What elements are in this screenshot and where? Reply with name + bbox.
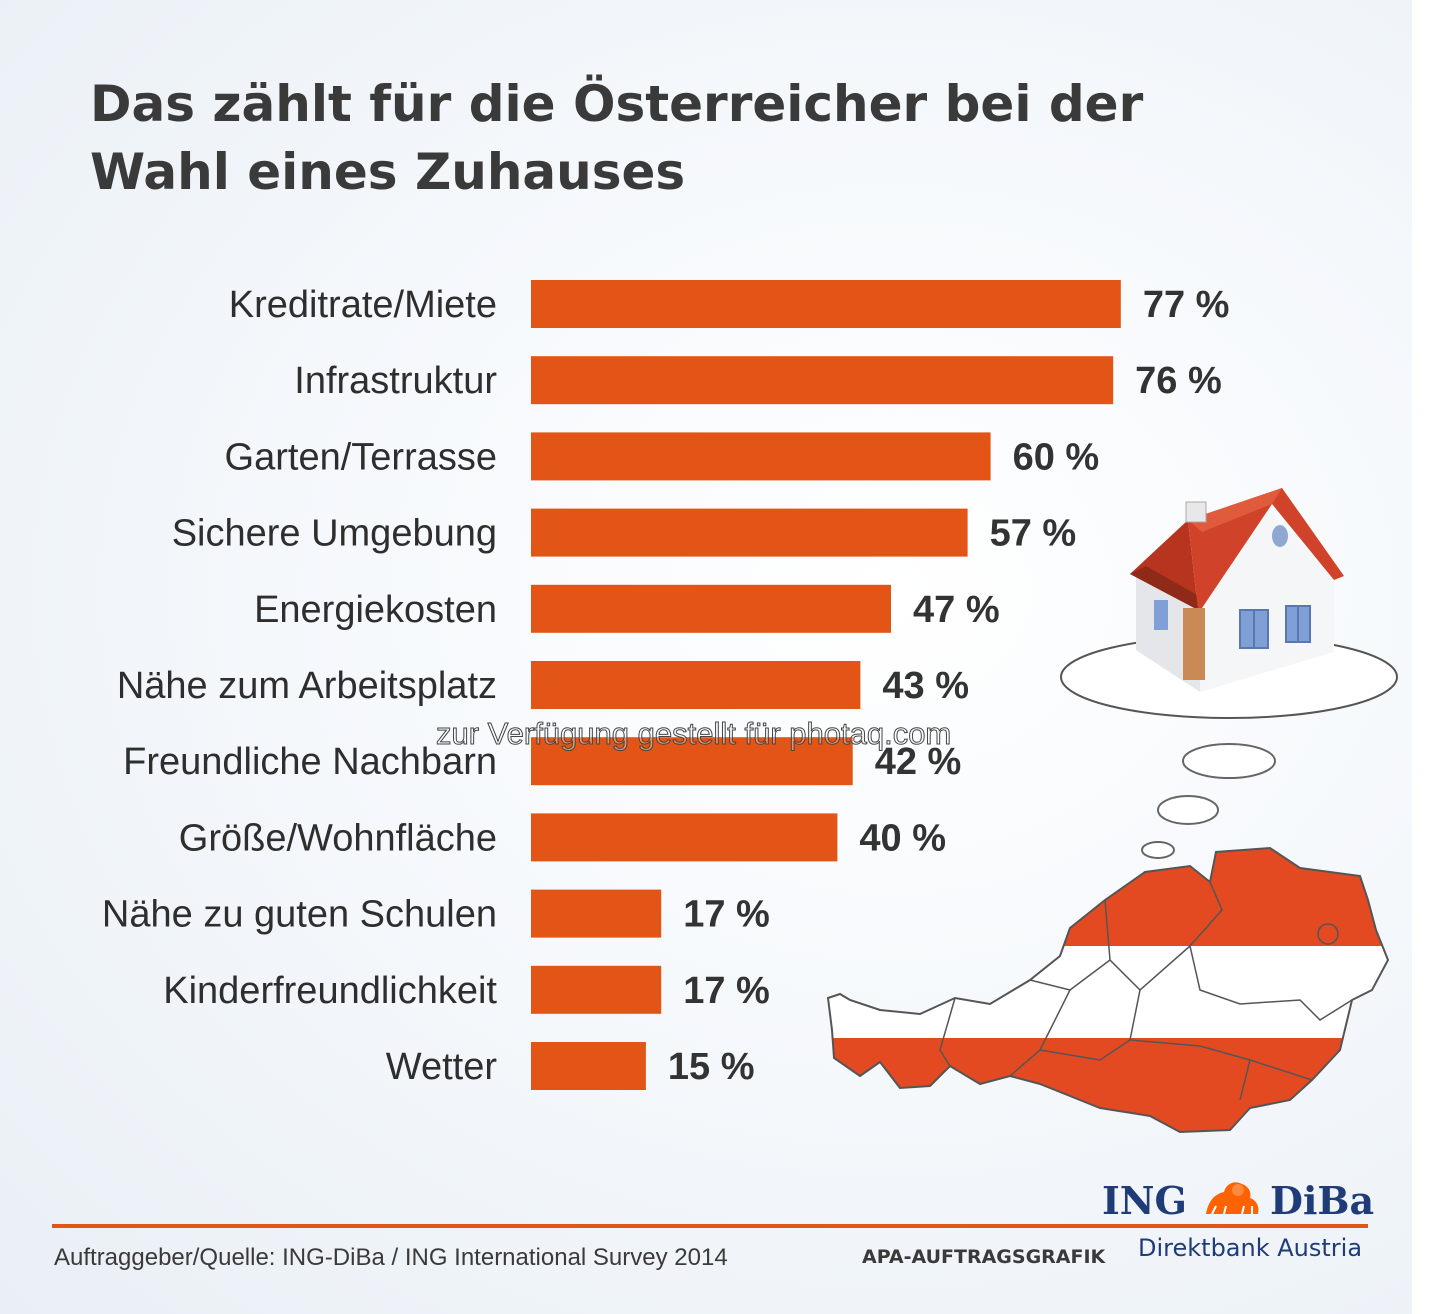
thought-bubbles xyxy=(1141,743,1276,859)
category-label: Infrastruktur xyxy=(294,360,497,402)
bar xyxy=(531,661,861,709)
value-label: 15 % xyxy=(668,1046,755,1088)
chart-title: Das zählt für die Österreicher bei der W… xyxy=(90,75,1144,201)
ing-diba-logo: ING DiBa xyxy=(1102,1176,1374,1228)
category-label: Kinderfreundlichkeit xyxy=(163,970,497,1012)
value-label: 17 % xyxy=(683,970,770,1012)
lion-icon xyxy=(1206,1182,1259,1215)
bar xyxy=(531,1042,646,1090)
brand-subline: Direktbank Austria xyxy=(1138,1234,1363,1262)
category-label: Nähe zum Arbeitsplatz xyxy=(117,665,497,707)
house-icon xyxy=(1060,488,1398,719)
bar xyxy=(531,584,892,633)
category-label: Nähe zu guten Schulen xyxy=(102,894,497,936)
category-label: Wetter xyxy=(386,1046,498,1088)
value-label: 40 % xyxy=(859,817,946,859)
value-label: 76 % xyxy=(1135,360,1222,402)
bar xyxy=(531,889,662,938)
value-label: 57 % xyxy=(990,513,1077,555)
value-label: 42 % xyxy=(875,741,962,783)
category-label: Garten/Terrasse xyxy=(225,436,497,478)
category-label: Energiekosten xyxy=(254,589,497,631)
austria-map-icon xyxy=(826,846,1390,1134)
apa-credit: APA-AUFTRAGSGRAFIK xyxy=(862,1246,1106,1268)
bar xyxy=(531,965,662,1014)
bar xyxy=(531,356,1114,405)
logo-diba-text: DiBa xyxy=(1270,1178,1375,1223)
source-note: Auftraggeber/Quelle: ING-DiBa / ING Inte… xyxy=(54,1244,728,1271)
bar xyxy=(531,280,1121,328)
category-label: Sichere Umgebung xyxy=(172,513,497,555)
value-label: 43 % xyxy=(882,665,969,707)
category-label: Größe/Wohnfläche xyxy=(179,817,497,859)
value-label: 60 % xyxy=(1013,436,1100,478)
logo-ing-text: ING xyxy=(1102,1178,1187,1223)
bar xyxy=(531,508,968,557)
watermark: zur Verfügung gestellt für photaq.com xyxy=(435,716,952,752)
value-label: 77 % xyxy=(1143,284,1230,326)
bar xyxy=(531,737,853,786)
bar xyxy=(531,432,991,481)
right-edge-strip xyxy=(1412,0,1440,1314)
category-label: Freundliche Nachbarn xyxy=(123,741,497,783)
category-label: Kreditrate/Miete xyxy=(229,284,497,326)
value-label: 47 % xyxy=(913,589,1000,631)
value-label: 17 % xyxy=(683,894,770,936)
footer-divider xyxy=(52,1224,1368,1228)
bar xyxy=(531,813,838,862)
